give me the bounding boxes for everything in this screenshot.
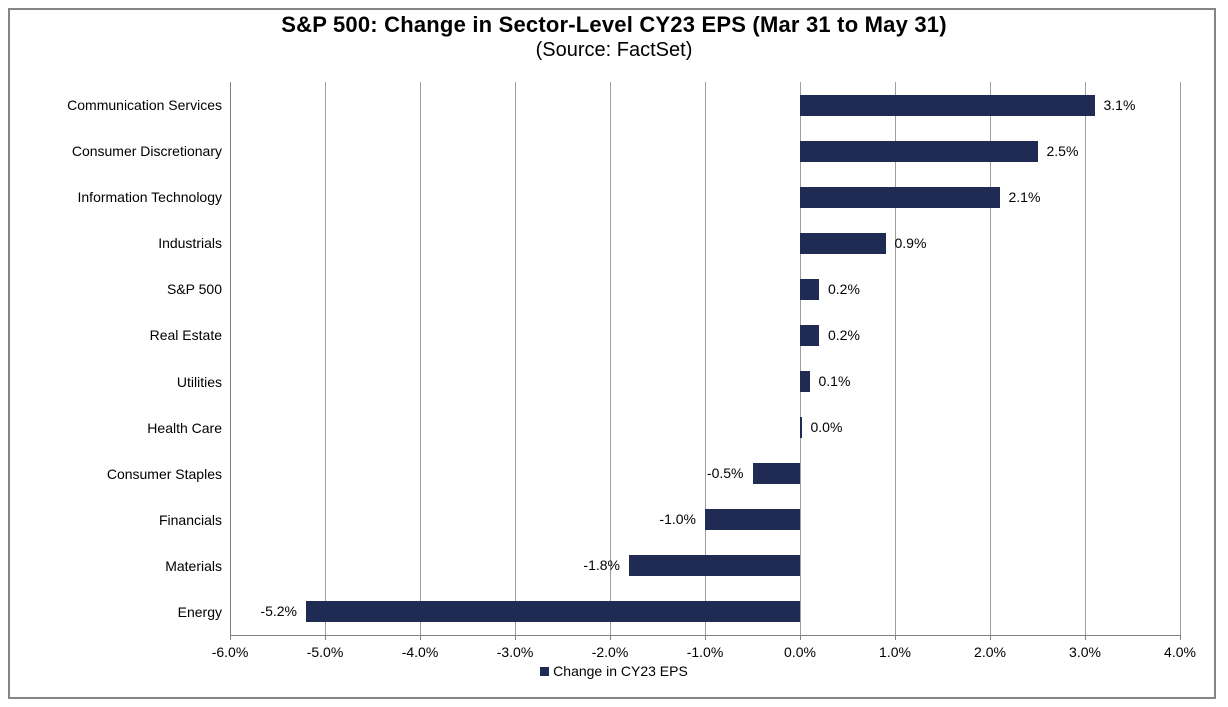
bar-materials: [629, 555, 800, 577]
plot-area: 3.1% 2.5% 2.1% 0.9% 0.2% 0.2% 0.1% 0.0% -0.5% -1.…: [229, 82, 1181, 640]
category-label: Financials: [158, 511, 222, 528]
axis-tick: [419, 635, 421, 640]
gridline: [704, 82, 706, 635]
chart-frame: [8, 8, 1216, 699]
gridline: [419, 82, 421, 635]
bar-value-label: 0.2%: [828, 326, 860, 343]
axis-tick: [229, 635, 231, 640]
axis-tick: [989, 635, 991, 640]
x-axis-tick-label: -3.0%: [496, 644, 534, 660]
axis-tick: [609, 635, 611, 640]
axis-tick: [1084, 635, 1086, 640]
x-axis-tick-label: 0.0%: [784, 644, 816, 660]
legend: Change in CY23 EPS: [0, 663, 1228, 679]
axis-tick: [324, 635, 326, 640]
bar-information-technology: [800, 186, 1000, 208]
category-label: Consumer Staples: [106, 465, 222, 482]
gridline: [989, 82, 991, 635]
bar-financials: [705, 509, 800, 531]
bar-value-label: -0.5%: [706, 465, 744, 482]
bar-health-care: [800, 417, 802, 439]
gridline: [229, 82, 231, 635]
axis-tick: [514, 635, 516, 640]
x-axis-tick-label: -5.0%: [306, 644, 344, 660]
gridline: [1084, 82, 1086, 635]
bar-value-label: -5.2%: [260, 603, 297, 620]
bar-energy: [306, 601, 800, 623]
x-axis-tick-label: 4.0%: [1164, 644, 1196, 660]
bar-industrials: [800, 232, 886, 254]
category-label: Materials: [165, 557, 222, 574]
gridline: [894, 82, 896, 635]
bar-value-label: 2.5%: [1046, 142, 1079, 159]
axis-tick: [799, 635, 801, 640]
category-label: Energy: [177, 603, 222, 620]
category-label: Information Technology: [77, 189, 223, 206]
bar-value-label: 0.0%: [810, 419, 843, 436]
bar-value-label: 0.1%: [818, 373, 851, 390]
bar-value-label: 0.2%: [828, 280, 860, 297]
bar-utilities: [800, 371, 810, 393]
category-label: Communication Services: [67, 97, 222, 113]
bar-communication-services: [800, 94, 1095, 116]
chart-subtitle: (Source: FactSet): [535, 39, 693, 61]
category-axis: Communication Services Consumer Discretio…: [6, 82, 222, 635]
gridline: [799, 82, 801, 635]
x-axis-tick-label: 3.0%: [1069, 644, 1101, 660]
bar-consumer-discretionary: [800, 140, 1038, 162]
category-label: Consumer Discretionary: [71, 143, 222, 160]
bar-value-label: 0.9%: [894, 234, 927, 251]
category-label: Industrials: [158, 235, 222, 252]
category-label: Utilities: [176, 373, 222, 390]
legend-marker-square: [540, 666, 550, 676]
x-axis-tick-label: 2.0%: [974, 644, 1006, 660]
gridline: [324, 82, 326, 635]
axis-tick: [894, 635, 896, 640]
bar-value-label: 3.1%: [1103, 96, 1136, 113]
chart-title: S&P 500: Change in Sector-Level CY23 EPS…: [281, 12, 947, 37]
bar-real-estate: [800, 324, 819, 346]
x-axis-tick-label: 1.0%: [879, 644, 911, 660]
x-axis-tick-label: -4.0%: [401, 644, 439, 660]
axis-tick: [704, 635, 706, 640]
legend-label: Change in CY23 EPS: [553, 663, 688, 679]
gridline: [609, 82, 611, 635]
bar-value-label: -1.8%: [583, 557, 620, 574]
bar-s-p-500: [800, 278, 819, 300]
axis-tick: [1179, 635, 1181, 640]
x-axis-tick-label: -6.0%: [211, 644, 249, 660]
bar-value-label: 2.1%: [1008, 188, 1041, 205]
category-label: S&P 500: [166, 281, 222, 298]
bar-value-label: -1.0%: [659, 511, 696, 528]
x-axis-tick-label: -1.0%: [686, 644, 724, 660]
x-axis-tick-label: -2.0%: [591, 644, 629, 660]
bar-consumer-staples: [752, 463, 800, 485]
gridline: [1179, 82, 1181, 635]
gridline: [514, 82, 516, 635]
category-label: Real Estate: [149, 327, 222, 344]
category-label: Health Care: [147, 419, 222, 436]
